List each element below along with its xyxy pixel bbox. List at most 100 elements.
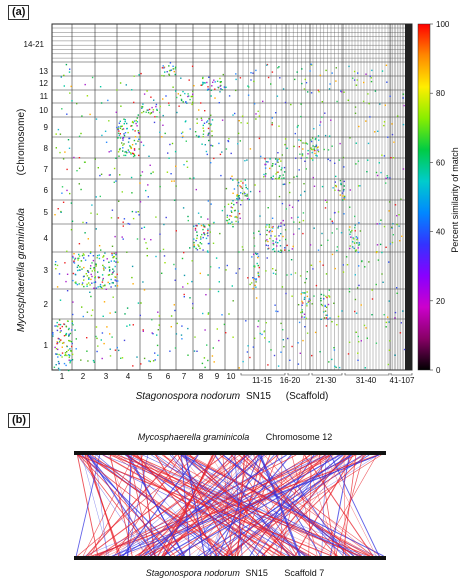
match-dot	[113, 270, 115, 272]
match-dot	[298, 228, 300, 230]
match-dot	[283, 171, 286, 173]
match-dot	[121, 191, 123, 193]
match-dot	[125, 84, 127, 86]
match-dot	[354, 215, 356, 218]
match-dot	[356, 237, 359, 239]
match-dot	[303, 298, 306, 300]
match-dot	[95, 265, 97, 267]
match-dot	[137, 302, 140, 304]
match-dot	[354, 310, 356, 313]
match-dot	[90, 314, 93, 317]
chromosome-label: 11	[40, 92, 49, 101]
match-dot	[73, 156, 75, 159]
match-dot	[162, 248, 165, 251]
match-dot	[321, 116, 323, 118]
match-dot	[317, 249, 320, 251]
match-dot	[57, 337, 59, 340]
match-dot	[78, 167, 81, 169]
match-dot	[56, 329, 59, 332]
match-dot	[335, 80, 337, 82]
match-dot	[120, 357, 122, 359]
match-dot	[149, 113, 151, 115]
match-dot	[274, 163, 277, 165]
match-dot	[229, 222, 231, 225]
match-dot	[197, 244, 199, 246]
chromosome-label: 2	[44, 300, 49, 309]
match-dot	[254, 266, 256, 268]
match-dot	[237, 185, 239, 187]
match-dot	[291, 206, 294, 208]
match-dot	[102, 315, 104, 317]
match-dot	[110, 150, 112, 152]
match-dot	[129, 324, 131, 326]
match-dot	[265, 322, 267, 324]
synteny-link	[155, 454, 218, 557]
match-dot	[345, 256, 348, 258]
match-dot	[342, 264, 344, 266]
match-dot	[235, 202, 238, 204]
match-dot	[192, 93, 194, 96]
match-dot	[59, 151, 61, 154]
match-dot	[90, 265, 92, 267]
synteny-link	[127, 454, 149, 557]
match-dot	[392, 234, 394, 236]
match-dot	[320, 293, 323, 296]
match-dot	[355, 163, 357, 165]
match-dot	[357, 160, 360, 162]
match-dot	[73, 253, 75, 255]
match-dot	[347, 99, 349, 101]
match-dot	[60, 211, 62, 213]
match-dot	[361, 260, 363, 263]
match-dot	[239, 185, 241, 187]
match-dot	[318, 139, 320, 141]
match-dot	[104, 284, 106, 287]
match-dot	[77, 259, 79, 261]
match-dot	[238, 197, 240, 199]
match-dot	[124, 151, 126, 153]
match-dot	[124, 154, 127, 157]
match-dot	[200, 84, 202, 86]
match-dot	[65, 364, 67, 367]
match-dot	[354, 274, 356, 276]
chromosome-label: 9	[44, 123, 49, 132]
match-dot	[94, 276, 96, 279]
match-dot	[132, 122, 135, 124]
match-dot	[187, 93, 189, 95]
match-dot	[188, 95, 190, 97]
match-dot	[79, 266, 81, 268]
match-dot	[66, 189, 68, 192]
match-dot	[231, 221, 233, 223]
match-dot	[375, 342, 378, 344]
match-dot	[318, 91, 320, 93]
match-dot	[257, 272, 259, 274]
match-dot	[131, 265, 134, 268]
match-dot	[100, 102, 103, 104]
match-dot	[366, 171, 368, 173]
synteny-link	[109, 454, 133, 557]
match-dot	[375, 171, 378, 174]
chromosome-label: 8	[44, 144, 49, 153]
match-dot	[117, 261, 119, 263]
match-dot	[157, 311, 159, 313]
match-dot	[246, 122, 249, 124]
match-dot	[314, 152, 316, 155]
match-dot	[63, 335, 66, 337]
match-dot	[331, 253, 334, 256]
match-dot	[89, 267, 92, 270]
match-dot	[152, 109, 155, 111]
match-dot	[90, 251, 92, 253]
match-dot	[65, 63, 68, 66]
match-dot	[374, 90, 377, 92]
match-dot	[116, 285, 119, 287]
match-dot	[81, 306, 83, 308]
match-dot	[95, 287, 98, 289]
match-dot	[89, 252, 92, 254]
match-dot	[141, 227, 143, 229]
match-dot	[103, 269, 105, 271]
top-chromosome-bar	[74, 451, 386, 455]
match-dot	[137, 140, 139, 142]
match-dot	[69, 340, 71, 342]
match-dot	[56, 342, 59, 344]
